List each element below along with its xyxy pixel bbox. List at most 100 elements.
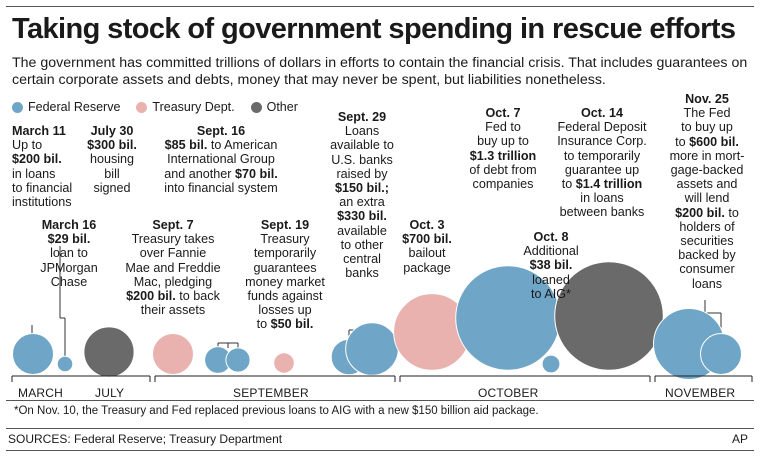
annotation-text: housing [89,152,135,167]
annotation-line: to $600 bil. [662,135,752,149]
annotation-text: to American [207,138,278,153]
annotation-bold-text: Oct. 7 [485,106,521,120]
annotation-text: guarantees [253,260,317,275]
annotation-line: $150 bil.; [316,181,408,195]
annotation-text: to temporarily [563,148,641,163]
annotation-text: to [561,177,576,192]
annotation-bold-text: $38 bil. [529,258,573,273]
annotation-line: Mae and Freddie [112,261,234,275]
annotation-text: to [675,134,690,149]
annotation-text: to financial [12,180,73,195]
annotation-line: in loans [12,167,72,181]
annotation-line: Sept. 19 [232,218,338,232]
annotation-line: loaned [518,273,584,287]
annotation-line: Up to [12,138,72,152]
annotation-line: to other [316,238,408,252]
annotation-text: Insurance Corp. [557,134,647,149]
annotation-line: consumer [662,262,752,276]
credit: AP [731,432,748,446]
annotation-line: more in mort- [662,149,752,163]
annotation-line: Sept. 7 [112,218,234,232]
annotation-text: Chase [50,274,88,289]
annotation-text: loaned [532,272,570,287]
annotation-line: loans [662,277,752,291]
annotation-text: U.S. banks [331,152,393,167]
annotation-line: securities [662,234,752,248]
annotation-text: over Fannie [139,246,207,261]
annotation-bold-text: $1.4 trillion [575,177,643,192]
annotation-text: in loans [580,191,624,206]
annotation-line: bill [82,167,142,181]
annotation-line: $330 bil. [316,209,408,223]
legend-swatch-federal-reserve [12,101,23,113]
annotation-text: funds against [247,289,323,304]
annotation-text: bailout [408,246,446,261]
month-label-july: JULY [95,386,125,400]
annotation-bold-text: $330 bil. [337,209,387,224]
annotation-line: losses up [232,303,338,317]
annotation-line: their assets [112,303,234,317]
annotation-line: between banks [540,205,664,219]
annotation-text: banks [345,266,379,281]
annotation-text: institutions [12,195,72,210]
legend-label-other: Other [266,100,298,114]
annotation-bold-text: Sept. 29 [337,110,387,124]
bubble-march-16-1 [56,355,74,373]
annotation-line: and another $70 bil. [146,167,296,181]
annotation-bold-text: $700 bil. [402,232,452,247]
annotation-text: Mae and Freddie [125,260,221,275]
annotation-bold-text: $1.3 trillion [469,148,537,163]
annotation-line: Sept. 16 [146,124,296,138]
annotation-line: $38 bil. [518,258,584,272]
annotation-line: $200 bil. [12,152,72,166]
annotation-text: to back [175,289,220,304]
month-label-march: MARCH [18,386,63,400]
annotation-bold-text: $600 bil. [689,134,739,149]
annotation-text: available to [330,138,394,153]
annotation-bold-text: $70 bil. [235,166,278,181]
annotation-text: an extra [339,195,385,210]
annotation-line: bailout [396,246,458,260]
legend-item-other: Other [250,100,298,114]
annotation-text: to [256,317,271,332]
annotation-line: to $50 bil. [232,317,338,331]
annotation-text: Loans [344,124,380,139]
annotation-text: Up to [12,138,43,153]
annotation-line: International Group [146,152,296,166]
bubble-oct-14-12 [554,261,664,371]
annotation-text: assets and [676,177,738,192]
annotation-text: companies [472,177,534,192]
annotation-text: signed [93,180,131,195]
annotation-march-11: March 11 Up to $200 bil. in loans to financ… [12,124,72,209]
annotation-line: March 16 [38,218,100,232]
annotation-bold-text: Nov. 25 [685,92,729,106]
annotation-line: $200 bil. to [662,206,752,220]
annotation-line: guarantee up [540,163,664,177]
annotation-line: Oct. 7 [456,106,550,120]
footnote-rule [6,400,754,401]
legend-swatch-other [250,101,262,113]
annotation-line: $700 bil. [396,232,458,246]
top-rule [6,6,754,7]
annotation-line: Mac, pledging [112,275,234,289]
annotation-line: to temporarily [540,149,664,163]
bubble-march-11-0 [12,333,54,375]
bubble-nov-25-14 [700,333,742,375]
annotation-bold-text: $300 bil. [87,138,137,153]
annotation-line: $1.3 trillion [456,149,550,163]
annotation-sept-16: Sept. 16 $85 bil. to American Internationa… [146,124,296,195]
annotation-bold-text: $85 bil. [164,138,208,153]
annotation-line: signed [82,181,142,195]
chart-title: Taking stock of government spending in r… [12,13,736,45]
annotation-line: Chase [38,275,100,289]
annotation-bold-text: Oct. 3 [409,218,445,232]
annotation-line: loan to [38,246,100,260]
chart-subtitle: The government has committed trillions o… [12,55,748,88]
annotation-line: funds against [232,289,338,303]
annotation-line: Insurance Corp. [540,134,664,148]
annotation-text: Treasury takes [131,232,215,247]
annotation-line: companies [456,177,550,191]
annotation-text: to buy up [681,120,733,135]
